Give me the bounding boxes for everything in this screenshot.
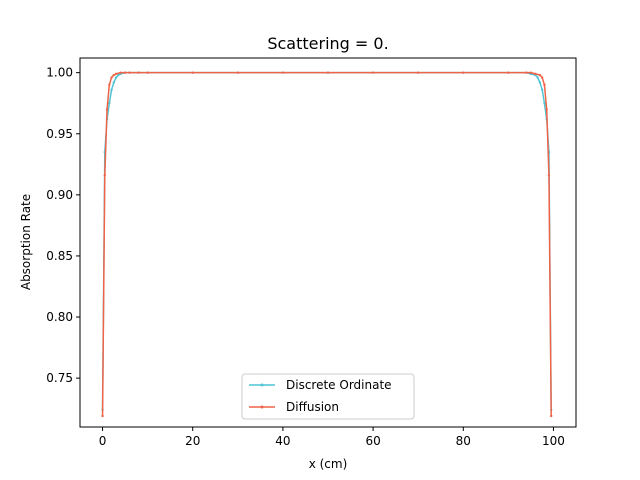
- data-point-discrete-ordinate: [108, 102, 111, 105]
- plot-frame: [79, 57, 577, 428]
- data-point-diffusion: [534, 72, 537, 76]
- data-point-discrete-ordinate: [112, 81, 116, 84]
- data-point-diffusion: [137, 71, 140, 74]
- data-point-discrete-ordinate: [543, 102, 546, 105]
- x-axis-label: x (cm): [309, 457, 348, 471]
- data-point-diffusion: [462, 71, 465, 74]
- data-point-diffusion: [101, 414, 104, 418]
- y-tick-label: 0.95: [46, 127, 73, 141]
- x-tick-label: 0: [99, 434, 107, 448]
- data-point-diffusion: [547, 174, 551, 177]
- data-point-diffusion: [108, 83, 111, 87]
- data-point-diffusion: [543, 83, 546, 87]
- data-point-diffusion: [123, 71, 127, 74]
- x-tick-label: 20: [185, 434, 200, 448]
- data-point-discrete-ordinate: [117, 73, 120, 77]
- data-point-diffusion: [507, 71, 510, 74]
- data-point-diffusion: [110, 76, 113, 79]
- legend: Discrete Ordinate Diffusion: [241, 373, 415, 420]
- data-point-diffusion: [281, 71, 285, 74]
- legend-box: [241, 373, 415, 420]
- y-tick-label: 1.00: [46, 66, 73, 80]
- y-tick-label: 0.80: [46, 310, 73, 324]
- data-point-diffusion: [550, 414, 553, 418]
- y-axis-ticks: 0.75 0.80 0.85 0.90 0.95 1.00: [46, 66, 80, 385]
- series-line-discrete-ordinate: [101, 71, 552, 410]
- data-point-discrete-ordinate: [114, 76, 118, 79]
- data-point-diffusion: [119, 71, 122, 74]
- y-tick-label: 0.90: [46, 188, 73, 202]
- y-axis-label: Absorption Rate: [19, 194, 33, 290]
- data-point-diffusion: [191, 71, 194, 74]
- x-tick-label: 40: [275, 434, 290, 448]
- legend-label-diffusion: Diffusion: [286, 400, 339, 414]
- data-point-diffusion: [105, 108, 109, 111]
- x-tick-label: 100: [542, 434, 565, 448]
- chart-title: Scattering = 0.: [267, 34, 388, 53]
- data-point-diffusion: [525, 71, 528, 74]
- data-point-diffusion: [236, 71, 240, 74]
- y-tick-label: 0.85: [46, 249, 73, 263]
- legend-label-discrete-ordinate: Discrete Ordinate: [286, 378, 392, 392]
- x-tick-label: 80: [456, 434, 471, 448]
- data-point-diffusion: [146, 71, 149, 74]
- x-axis-ticks: 0 20 40 60 80 100: [99, 427, 565, 448]
- data-point-diffusion: [416, 71, 420, 74]
- data-point-diffusion: [545, 108, 548, 111]
- data-point-diffusion: [103, 174, 107, 177]
- x-tick-label: 60: [365, 434, 380, 448]
- data-point-discrete-ordinate: [536, 76, 539, 79]
- series-lines: [101, 71, 553, 418]
- data-point-diffusion: [114, 72, 118, 76]
- legend-marker-diffusion: [260, 405, 264, 409]
- data-point-discrete-ordinate: [540, 88, 544, 91]
- data-point-diffusion: [538, 73, 542, 77]
- data-point-diffusion: [540, 76, 544, 79]
- data-point-diffusion: [326, 71, 330, 74]
- series-line-diffusion: [101, 71, 552, 417]
- data-point-diffusion: [371, 71, 375, 74]
- data-point-diffusion: [112, 73, 116, 77]
- data-point-diffusion: [128, 71, 131, 74]
- y-tick-label: 0.75: [46, 371, 73, 385]
- data-point-discrete-ordinate: [110, 88, 113, 91]
- data-point-discrete-ordinate: [538, 81, 542, 84]
- data-point-diffusion: [529, 71, 533, 74]
- legend-marker-discrete-ordinate: [260, 383, 264, 387]
